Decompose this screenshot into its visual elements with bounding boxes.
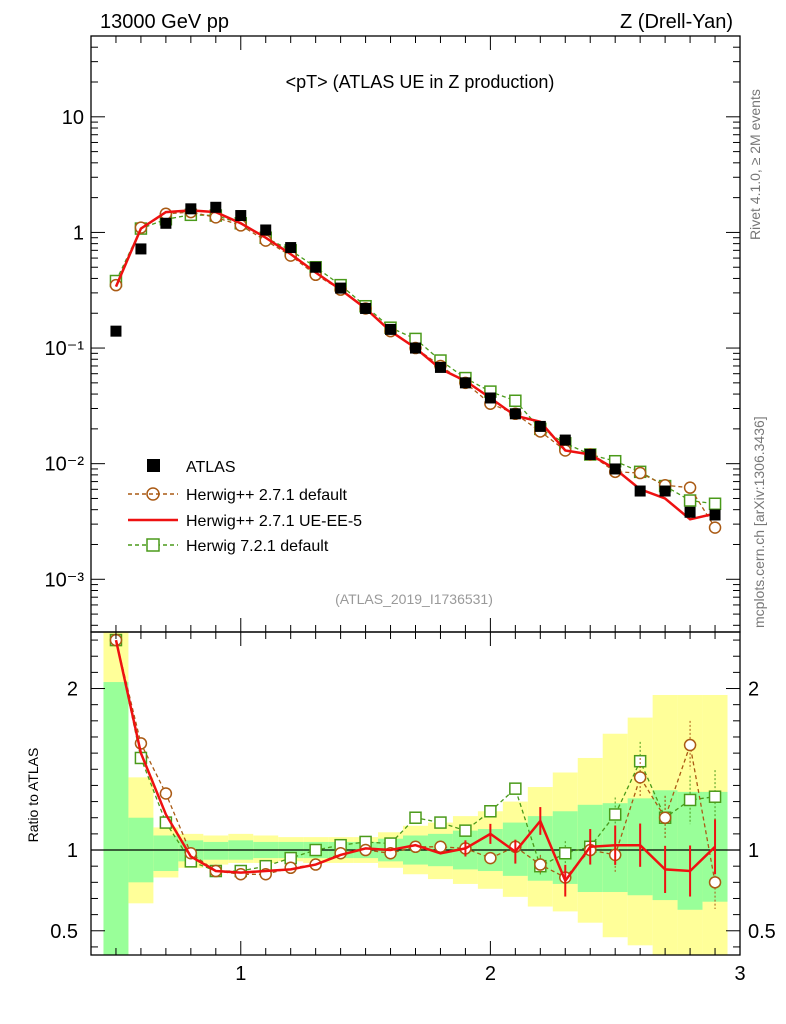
- legend-label-herwigpp-ue-ee-5: Herwig++ 2.7.1 UE-EE-5: [186, 513, 362, 530]
- ratio-y-tick-label-right: 1: [748, 840, 759, 862]
- atlas-data-point: [459, 377, 471, 389]
- legend-label-herwig7-default: Herwig 7.2.1 default: [186, 538, 329, 555]
- mcplots-label: mcplots.cern.ch [arXiv:1306.3436]: [751, 416, 767, 628]
- series-ratio-point: [559, 847, 572, 860]
- series-ratio-point: [683, 738, 697, 752]
- series-point: [633, 466, 647, 480]
- atlas-data-point: [659, 485, 671, 497]
- band-inner-bin: [153, 835, 179, 872]
- legend-label-herwigpp-default: Herwig++ 2.7.1 default: [186, 487, 348, 504]
- series-layer: [109, 201, 722, 909]
- ratio-y-tick-label-left: 1: [67, 840, 78, 862]
- atlas-data-point: [484, 392, 496, 404]
- series-ratio-point: [309, 843, 322, 857]
- main-y-tick-label: 10⁻²: [45, 454, 85, 476]
- series-point: [683, 494, 697, 507]
- analysis-tag: (ATLAS_2019_I1736531): [335, 591, 493, 607]
- series-point: [509, 394, 522, 408]
- series-ratio-point: [459, 824, 472, 837]
- atlas-data-point: [135, 243, 147, 255]
- atlas-data-point: [509, 408, 521, 420]
- atlas-data-point: [385, 323, 397, 335]
- atlas-data-point: [210, 201, 222, 213]
- ratio-uncertainty-bands: [91, 632, 740, 955]
- series-point: [708, 497, 722, 511]
- header-right: Z (Drell-Yan): [620, 11, 733, 33]
- atlas-data-point: [634, 485, 646, 497]
- atlas-data-point: [434, 361, 446, 373]
- atlas-data-point: [335, 282, 347, 294]
- atlas-data-point: [285, 242, 297, 254]
- series-ratio-point: [409, 811, 422, 824]
- series-ratio-point: [434, 816, 447, 829]
- series-line: [115, 211, 716, 528]
- series-ratio-point: [484, 851, 497, 865]
- atlas-data-point: [235, 210, 247, 222]
- series-ratio-point: [234, 868, 248, 881]
- chart-title: <pT> (ATLAS UE in Z production): [286, 72, 555, 92]
- series-ratio-point: [434, 840, 447, 854]
- x-tick-label: 3: [734, 963, 745, 985]
- series-0: [110, 201, 721, 521]
- series-point: [683, 481, 697, 494]
- main-y-tick-label: 10⁻¹: [45, 338, 85, 360]
- x-tick-label: 1: [235, 963, 246, 985]
- legend-marker-herwigpp-default: [146, 487, 160, 501]
- ratio-y-tick-label-left: 0.5: [50, 921, 78, 943]
- atlas-data-point: [360, 302, 372, 314]
- series-ratio-point: [608, 808, 622, 821]
- series-ratio-point: [633, 771, 647, 784]
- series-ratio-point: [633, 754, 647, 768]
- rivet-label: Rivet 4.1.0, ≥ 2M events: [747, 89, 763, 240]
- atlas-data-point: [410, 342, 421, 354]
- atlas-data-point: [534, 420, 546, 432]
- atlas-data-point: [684, 506, 696, 518]
- atlas-data-point: [709, 509, 721, 521]
- atlas-data-point: [609, 463, 621, 475]
- atlas-data-point: [160, 217, 172, 229]
- series-ratio-point: [484, 805, 497, 818]
- atlas-data-point: [584, 449, 596, 461]
- axis-ticks: 10 1 10⁻¹ 10⁻² 10⁻³ 0.5 0.5 1 1 2 2 1 2 3: [45, 35, 776, 985]
- atlas-data-point: [110, 325, 122, 337]
- series-point: [708, 521, 722, 534]
- atlas-data-point: [559, 434, 571, 446]
- series-ratio-point: [708, 876, 722, 889]
- atlas-data-point: [260, 224, 272, 236]
- series-ratio-point: [708, 790, 722, 803]
- series-ratio-point: [683, 793, 697, 807]
- ratio-y-tick-label-right: 2: [748, 679, 759, 701]
- series-ratio-point: [509, 782, 522, 795]
- main-y-tick-label: 10: [62, 107, 84, 129]
- atlas-data-point: [185, 203, 197, 215]
- series-ratio-point: [534, 858, 547, 871]
- atlas-data-point: [310, 261, 322, 273]
- legend-label-atlas: ATLAS: [186, 459, 236, 476]
- ratio-ylabel: Ratio to ATLAS: [25, 748, 41, 843]
- main-y-tick-label: 1: [73, 222, 84, 244]
- legend-marker-herwig7-default: [146, 538, 160, 552]
- series-ratio-point: [658, 811, 672, 824]
- band-inner-bin: [203, 841, 229, 860]
- legend: ATLAS Herwig++ 2.7.1 default Herwig++ 2.…: [128, 459, 362, 555]
- legend-marker-atlas: [147, 459, 160, 472]
- x-tick-label: 2: [485, 963, 496, 985]
- main-y-tick-label: 10⁻³: [45, 569, 85, 591]
- series-ratio-point: [159, 787, 173, 800]
- band-inner-bin: [103, 682, 129, 955]
- ratio-y-tick-label-right: 0.5: [748, 921, 776, 943]
- header-left: 13000 GeV pp: [100, 11, 229, 33]
- ratio-y-tick-label-left: 2: [67, 679, 78, 701]
